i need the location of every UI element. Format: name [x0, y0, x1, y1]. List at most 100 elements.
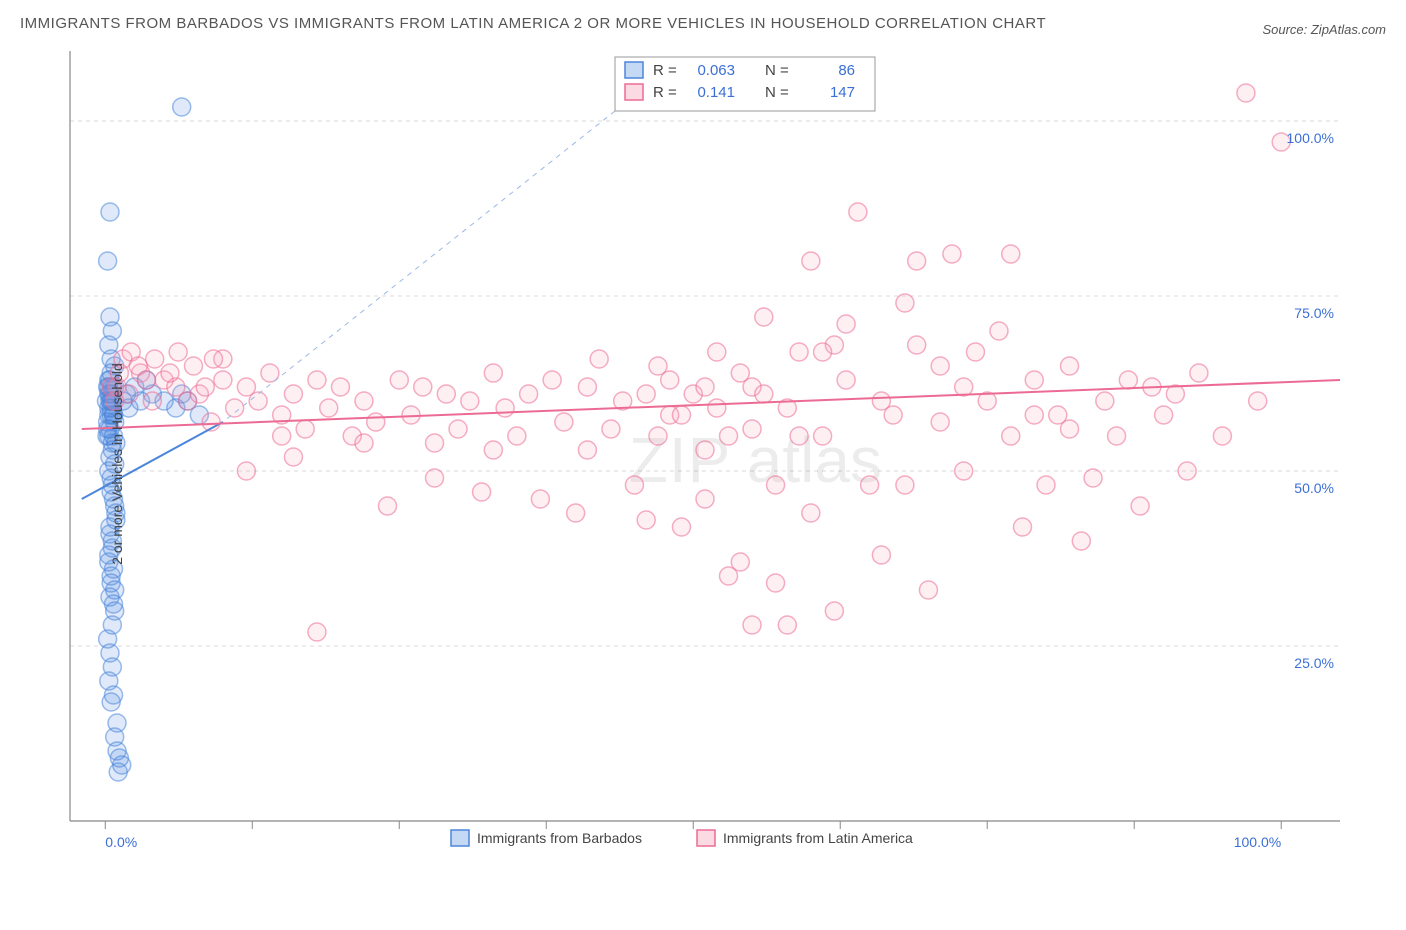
data-point [590, 350, 608, 368]
data-point [637, 511, 655, 529]
stats-n-value: 86 [838, 62, 855, 79]
data-point [173, 98, 191, 116]
data-point [1014, 518, 1032, 536]
data-point [196, 378, 214, 396]
data-point [437, 385, 455, 403]
data-point [161, 364, 179, 382]
data-point [1119, 371, 1137, 389]
y-axis-label: 2 or more Vehicles in Household [109, 363, 125, 565]
data-point [367, 413, 385, 431]
data-point [108, 714, 126, 732]
stats-r-label: R = [653, 84, 677, 101]
data-point [1131, 497, 1149, 515]
data-point [990, 322, 1008, 340]
data-point [449, 420, 467, 438]
data-point [355, 434, 373, 452]
data-point [214, 371, 232, 389]
data-point [204, 350, 222, 368]
data-point [461, 392, 479, 410]
stats-swatch [625, 84, 643, 100]
data-point [1155, 406, 1173, 424]
data-point [531, 490, 549, 508]
y-tick-label: 75.0% [1294, 305, 1334, 321]
data-point [567, 504, 585, 522]
data-point [1002, 245, 1020, 263]
data-point [146, 350, 164, 368]
data-point [708, 399, 726, 417]
data-point [602, 420, 620, 438]
data-point [308, 623, 326, 641]
data-point [99, 252, 117, 270]
legend-swatch [697, 830, 715, 846]
data-point [169, 343, 187, 361]
data-point [484, 364, 502, 382]
data-point [672, 406, 690, 424]
data-point [1096, 392, 1114, 410]
data-point [1249, 392, 1267, 410]
data-point [931, 413, 949, 431]
data-point [520, 385, 538, 403]
x-tick-label: 100.0% [1234, 834, 1281, 850]
data-point [825, 602, 843, 620]
data-point [720, 567, 738, 585]
data-point [696, 441, 714, 459]
data-point [649, 427, 667, 445]
data-point [273, 427, 291, 445]
data-point [908, 336, 926, 354]
data-point [137, 371, 155, 389]
data-point [908, 252, 926, 270]
y-tick-label: 100.0% [1287, 130, 1334, 146]
stats-n-value: 147 [830, 84, 855, 101]
data-point [743, 616, 761, 634]
data-point [767, 476, 785, 494]
data-point [484, 441, 502, 459]
data-point [1084, 469, 1102, 487]
data-point [896, 294, 914, 312]
data-point [802, 252, 820, 270]
data-point [103, 658, 121, 676]
data-point [1166, 385, 1184, 403]
data-point [790, 343, 808, 361]
stats-swatch [625, 62, 643, 78]
data-point [919, 581, 937, 599]
data-point [390, 371, 408, 389]
data-point [814, 343, 832, 361]
data-point [896, 476, 914, 494]
data-point [508, 427, 526, 445]
data-point [872, 392, 890, 410]
data-point [966, 343, 984, 361]
data-point [1061, 420, 1079, 438]
data-point [708, 343, 726, 361]
y-tick-label: 25.0% [1294, 655, 1334, 671]
stats-r-value: 0.063 [697, 62, 735, 79]
data-point [696, 378, 714, 396]
stats-n-label: N = [765, 62, 789, 79]
data-point [1061, 357, 1079, 375]
data-point [1190, 364, 1208, 382]
data-point [105, 595, 123, 613]
data-point [931, 357, 949, 375]
data-point [308, 371, 326, 389]
data-point [637, 385, 655, 403]
data-point [426, 434, 444, 452]
data-point [802, 504, 820, 522]
source-attribution: Source: ZipAtlas.com [1262, 22, 1386, 37]
legend-label: Immigrants from Latin America [723, 830, 913, 846]
data-point [379, 497, 397, 515]
data-point [426, 469, 444, 487]
data-point [101, 203, 119, 221]
data-point [778, 616, 796, 634]
data-point [861, 476, 879, 494]
data-point [767, 574, 785, 592]
data-point [555, 413, 573, 431]
data-point [696, 490, 714, 508]
data-point [1237, 84, 1255, 102]
data-point [755, 385, 773, 403]
data-point [578, 441, 596, 459]
legend-label: Immigrants from Barbados [477, 830, 642, 846]
stats-n-label: N = [765, 84, 789, 101]
scatter-chart: ZIPatlas0.0%100.0%25.0%50.0%75.0%100.0%I… [20, 41, 1350, 887]
data-point [955, 462, 973, 480]
data-point [355, 392, 373, 410]
data-point [1108, 427, 1126, 445]
